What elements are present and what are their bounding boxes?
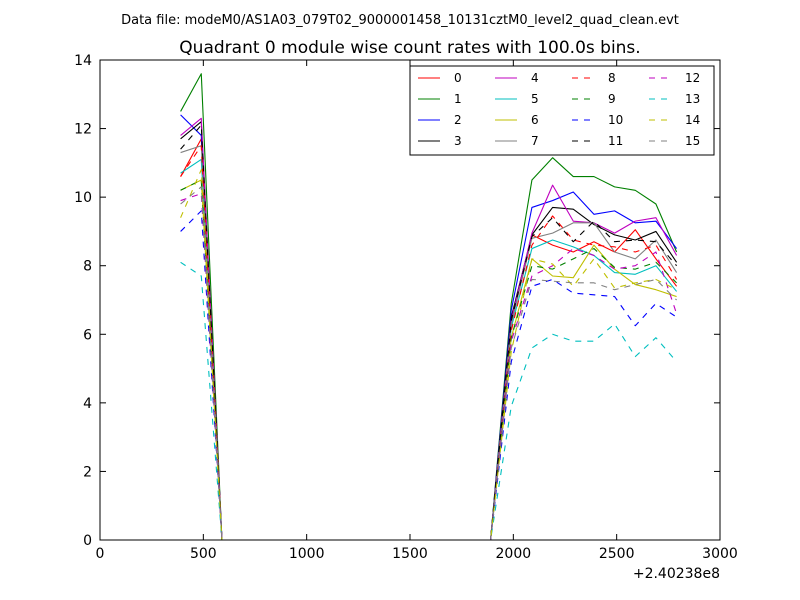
x-tick-label: 1500 xyxy=(392,546,428,562)
legend-label-10: 10 xyxy=(608,113,623,127)
legend-label-5: 5 xyxy=(531,92,539,106)
x-tick-label: 3000 xyxy=(702,546,738,562)
x-tick-label: 0 xyxy=(96,546,105,562)
y-tick-label: 0 xyxy=(83,533,92,549)
series-line-6 xyxy=(180,179,677,540)
y-tick-label: 8 xyxy=(83,259,92,275)
x-tick-label: 2000 xyxy=(496,546,532,562)
x-tick-label: 2500 xyxy=(599,546,635,562)
series-line-1 xyxy=(180,73,678,540)
legend-label-8: 8 xyxy=(608,71,616,85)
legend-label-7: 7 xyxy=(531,134,539,148)
series-line-14 xyxy=(180,169,677,540)
legend-label-13: 13 xyxy=(685,92,700,106)
series-line-12 xyxy=(180,193,678,540)
x-tick-label: 1000 xyxy=(289,546,325,562)
legend-label-9: 9 xyxy=(608,92,616,106)
legend-box xyxy=(409,65,715,156)
chart-suptitle: Data file: modeM0/AS1A03_079T02_90000014… xyxy=(121,13,679,28)
legend-label-14: 14 xyxy=(685,113,700,127)
series-line-9 xyxy=(180,179,677,540)
x-axis-offset-label: +2.40238e8 xyxy=(633,566,720,582)
chart-title: Quadrant 0 module wise count rates with … xyxy=(179,38,640,58)
series-line-4 xyxy=(180,117,678,540)
series-line-2 xyxy=(180,114,678,540)
legend-label-12: 12 xyxy=(685,71,700,85)
y-tick-label: 12 xyxy=(74,122,92,138)
y-tick-label: 4 xyxy=(83,396,92,412)
series-line-3 xyxy=(180,121,678,540)
legend-label-3: 3 xyxy=(454,134,462,148)
series-line-10 xyxy=(180,210,677,540)
legend-label-4: 4 xyxy=(531,71,539,85)
y-tick-label: 10 xyxy=(74,190,92,206)
legend-label-1: 1 xyxy=(454,92,462,106)
series-line-11 xyxy=(180,124,678,540)
legend-label-15: 15 xyxy=(685,134,700,148)
series-line-0 xyxy=(180,138,678,540)
series-line-8 xyxy=(180,145,678,540)
y-tick-label: 2 xyxy=(83,464,92,480)
series-line-13 xyxy=(180,261,678,540)
legend-label-0: 0 xyxy=(454,71,462,85)
legend-label-2: 2 xyxy=(454,113,462,127)
legend-label-11: 11 xyxy=(608,134,623,148)
legend-label-6: 6 xyxy=(531,113,539,127)
series-line-5 xyxy=(180,158,678,540)
plot-area: 0 500 1000 1500 2000 2500 30000246810121401234… xyxy=(74,53,738,562)
x-tick-label: 500 xyxy=(190,546,217,562)
y-tick-label: 6 xyxy=(83,327,92,343)
series-line-7 xyxy=(180,145,678,540)
y-tick-label: 14 xyxy=(74,53,92,69)
series-line-15 xyxy=(180,186,677,540)
